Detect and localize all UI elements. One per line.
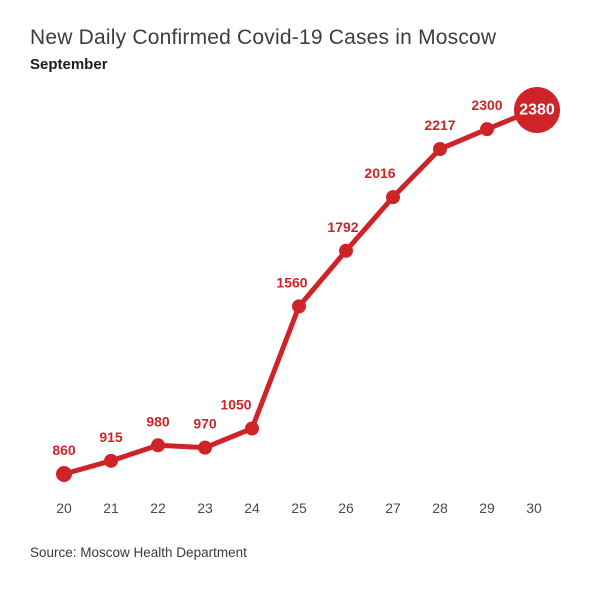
data-point [480, 122, 494, 137]
data-point-label: 1792 [327, 219, 358, 235]
data-point [339, 243, 353, 258]
data-point [151, 438, 165, 453]
data-point-label: 860 [52, 442, 76, 458]
x-tick-label: 27 [385, 500, 401, 516]
data-point-label: 915 [99, 429, 123, 445]
data-point [433, 142, 447, 157]
data-point-label: 970 [193, 416, 217, 432]
data-point [292, 299, 306, 314]
x-tick-label: 25 [291, 500, 307, 516]
x-tick-label: 21 [103, 500, 119, 516]
data-point-label: 1050 [220, 397, 251, 413]
x-tick-label: 20 [56, 500, 72, 516]
chart-title: New Daily Confirmed Covid-19 Cases in Mo… [30, 26, 497, 49]
source-note: Source: Moscow Health Department [30, 545, 247, 560]
data-point-label: 2016 [364, 165, 395, 181]
emphasized-data-point [514, 87, 560, 133]
x-tick-label: 29 [479, 500, 495, 516]
data-point-label: 980 [146, 413, 170, 429]
chart-line [61, 107, 537, 477]
x-tick-label: 28 [432, 500, 448, 516]
data-point [56, 466, 72, 482]
x-tick-label: 23 [197, 500, 213, 516]
x-tick-label: 26 [338, 500, 354, 516]
x-tick-label: 30 [526, 500, 542, 516]
data-point-label: 1560 [276, 274, 307, 290]
data-point [198, 440, 212, 455]
x-tick-label: 22 [150, 500, 166, 516]
data-point [104, 453, 118, 468]
data-point-label: 2300 [471, 97, 502, 113]
emphasized-data-point-label: 2380 [519, 102, 555, 119]
x-tick-label: 24 [244, 500, 260, 516]
data-point-label: 2217 [424, 117, 455, 133]
chart-subtitle: September [30, 56, 108, 73]
data-point [386, 190, 400, 205]
data-point [245, 421, 259, 436]
